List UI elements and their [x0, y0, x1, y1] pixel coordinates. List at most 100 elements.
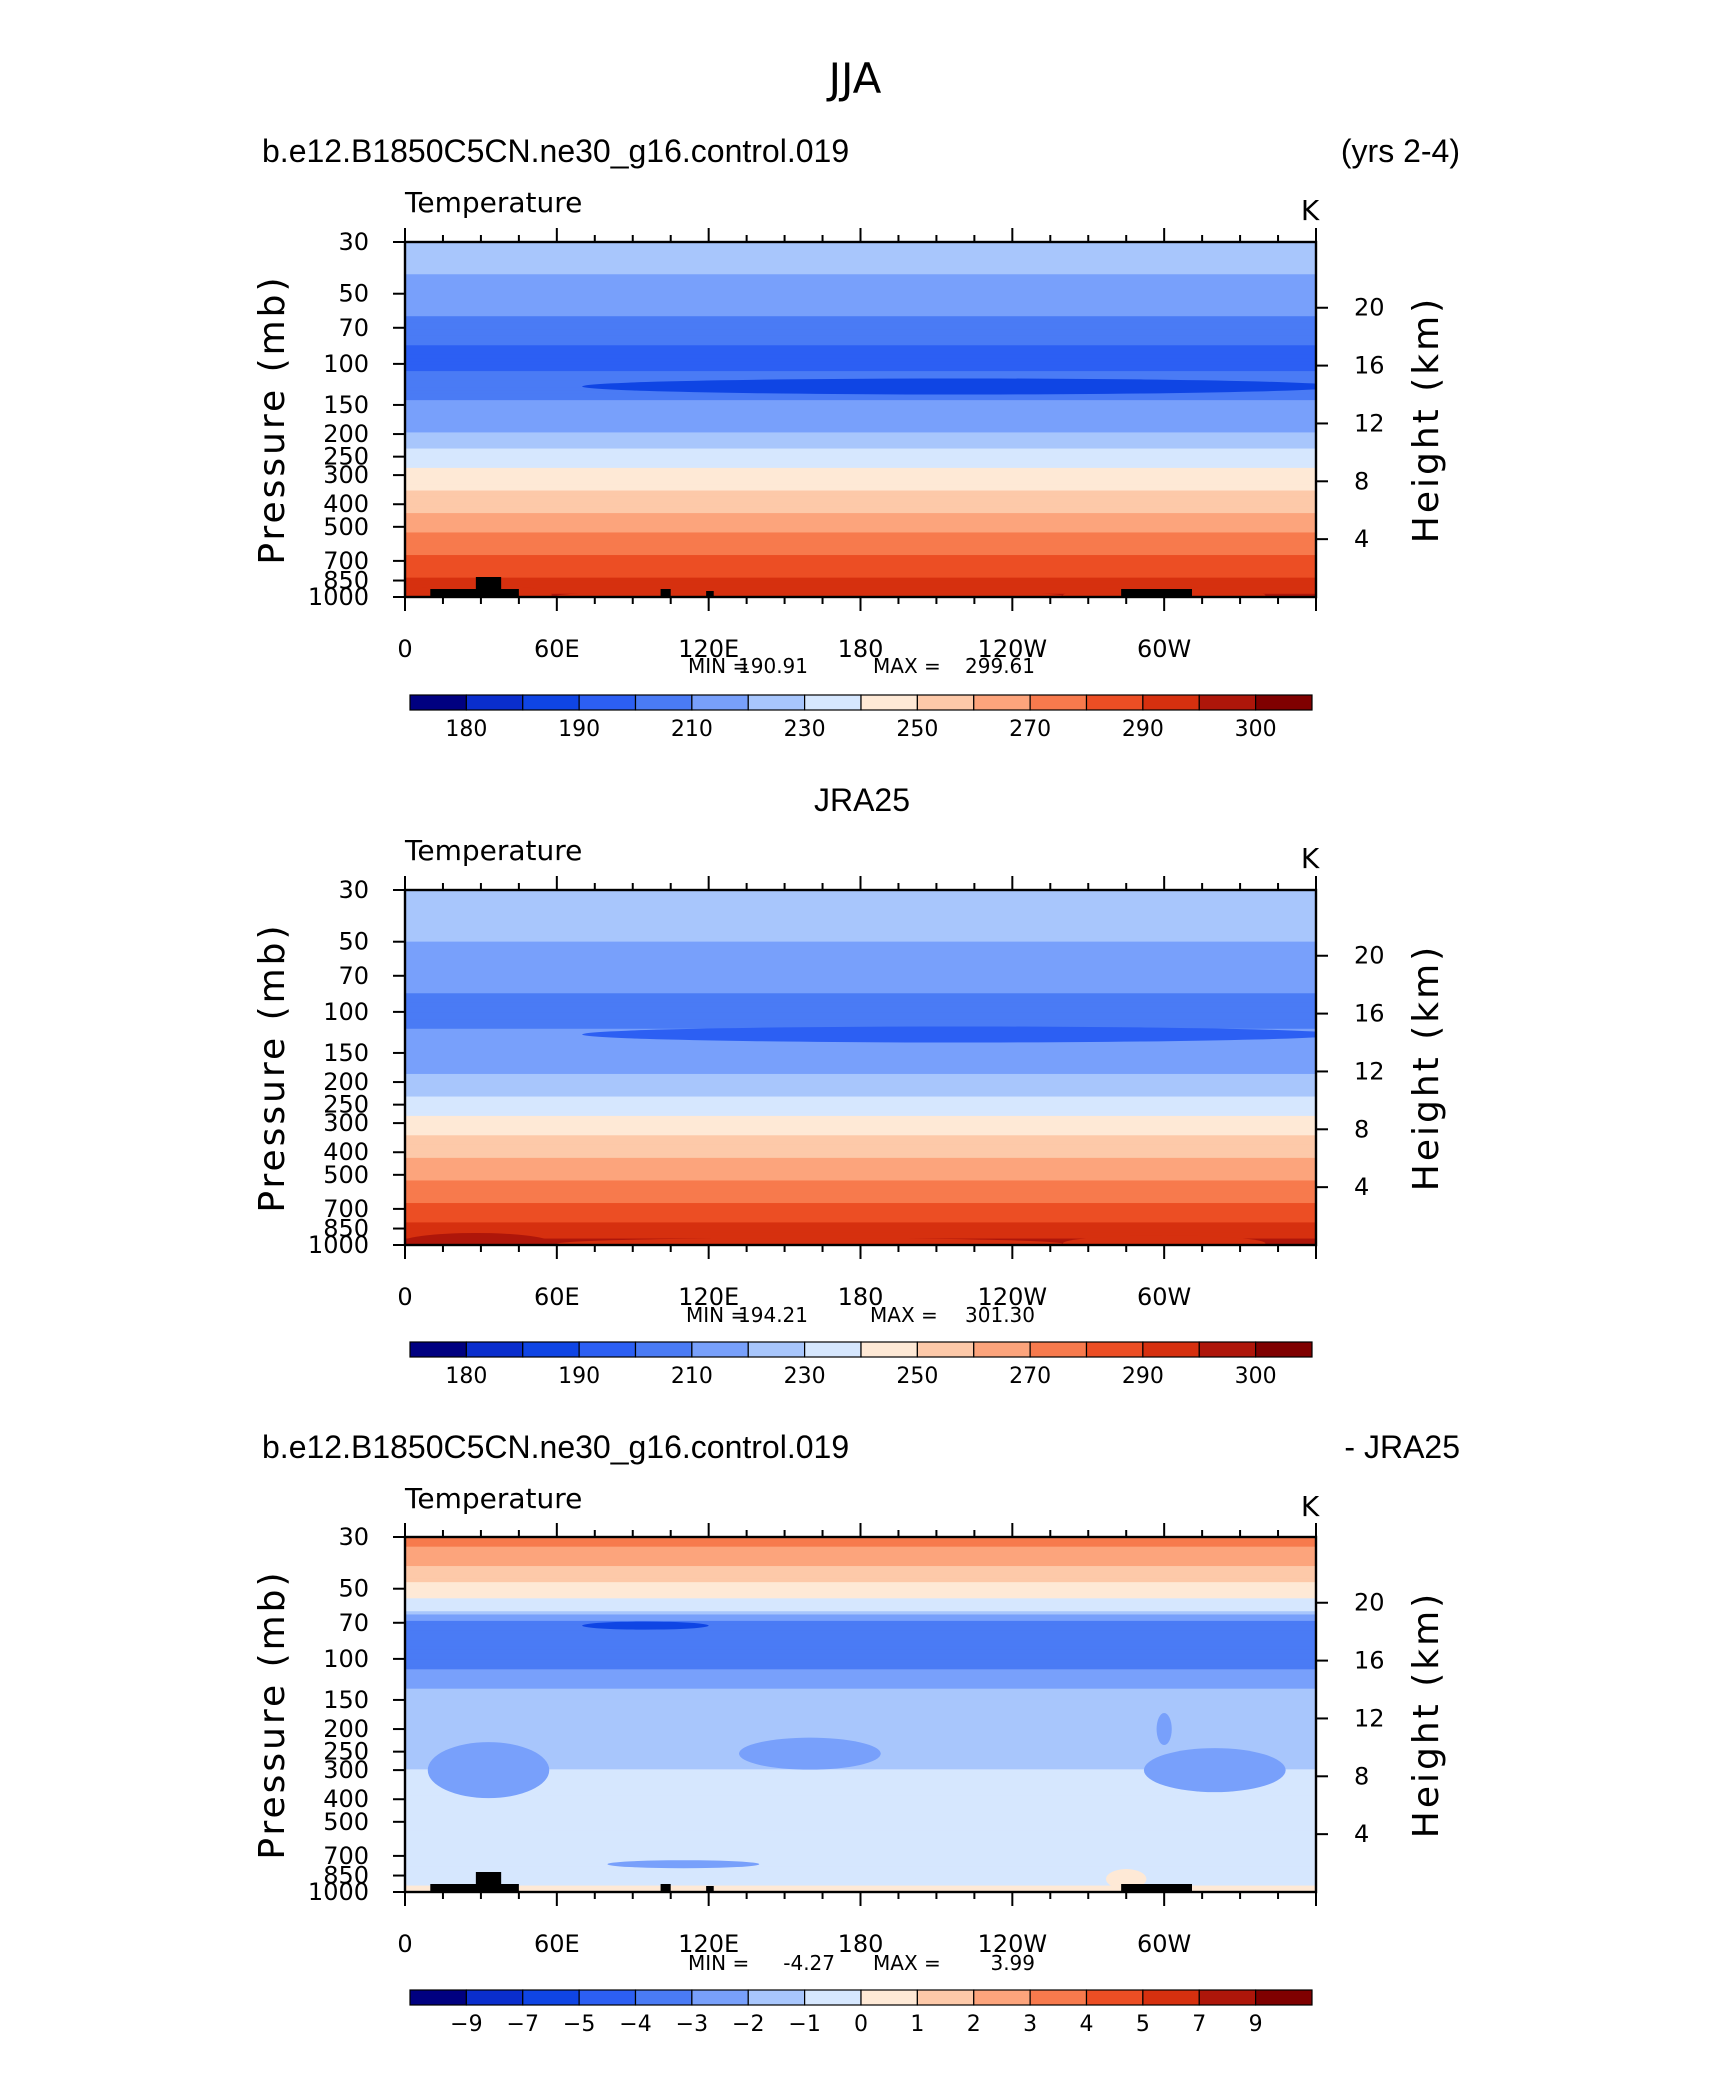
contour-band: [405, 1701, 1316, 1706]
colorbar: 180 190 210 230 250 270 290 300: [409, 1341, 1313, 1389]
height-tick-label: 8: [1354, 1115, 1369, 1143]
topography-mask: [1121, 589, 1193, 597]
contour-band: [405, 1727, 1316, 1732]
contour-band: [405, 1856, 1316, 1861]
contour-band: [405, 1627, 1316, 1632]
contour-band: [405, 1144, 1316, 1149]
x-tick-label: 0: [397, 1283, 412, 1311]
contour-band: [405, 1775, 1316, 1780]
contour-band: [405, 480, 1316, 485]
contour-band: [405, 922, 1316, 927]
contour-band: [405, 1646, 1316, 1651]
contour-band: [405, 251, 1316, 256]
colorbar-swatch: [691, 1989, 749, 2006]
contour-band: [405, 316, 1316, 321]
contour-band: [405, 999, 1316, 1004]
contour-band: [405, 1788, 1316, 1793]
contour-band: [405, 1041, 1316, 1046]
contour-band: [405, 264, 1316, 269]
contour-band: [405, 1824, 1316, 1829]
contour-feature: [739, 1737, 881, 1770]
contour-band: [405, 1669, 1316, 1674]
contour-band: [405, 1119, 1316, 1124]
colorbar-swatch: [747, 694, 806, 711]
contour-band: [405, 516, 1316, 521]
min-value: 190.91: [738, 654, 808, 678]
contour-band: [405, 1135, 1316, 1140]
max-label: MAX =: [873, 654, 941, 678]
contour-band: [405, 506, 1316, 511]
contour-band: [405, 1083, 1316, 1088]
contour-band: [405, 1077, 1316, 1082]
contour-band: [405, 925, 1316, 930]
contour-feature: [1143, 1748, 1286, 1793]
height-tick-label: 12: [1354, 1704, 1385, 1732]
contour-band: [405, 254, 1316, 259]
contour-band: [405, 1791, 1316, 1796]
contour-band: [405, 1591, 1316, 1596]
contour-band: [405, 1772, 1316, 1777]
contour-band: [405, 258, 1316, 263]
y-tick-label: 100: [323, 1645, 369, 1673]
contour-band: [405, 461, 1316, 466]
contour-band: [405, 1769, 1316, 1774]
contour-band: [405, 1685, 1316, 1690]
colorbar-label: −4: [619, 2012, 651, 2037]
x-tick-label: 60W: [1137, 635, 1191, 663]
contour-band: [405, 1575, 1316, 1580]
contour-band: [405, 354, 1316, 359]
contour-band: [405, 1054, 1316, 1059]
contour-band: [405, 309, 1316, 314]
colorbar-swatch: [916, 694, 975, 711]
contour-band: [405, 300, 1316, 305]
contour-band: [405, 277, 1316, 282]
x-tick-label: 60E: [534, 635, 580, 663]
contour-band: [405, 1103, 1316, 1108]
contour-feature: [405, 1232, 552, 1245]
contour-band: [405, 1015, 1316, 1020]
contour-band: [405, 296, 1316, 301]
x-tick-label: 0: [397, 1930, 412, 1958]
contour-band: [405, 358, 1316, 363]
contour-band: [405, 1096, 1316, 1101]
contour-band: [405, 944, 1316, 949]
colorbar-swatch: [691, 694, 749, 711]
contour-band: [405, 1649, 1316, 1654]
contour-feature: [675, 1820, 818, 1831]
colorbar-swatch: [578, 694, 637, 711]
y-tick-label: 250: [323, 1738, 369, 1766]
contour-band: [405, 435, 1316, 440]
colorbar-swatch: [804, 1341, 862, 1358]
contour-band: [405, 322, 1316, 327]
contour-band: [405, 1073, 1316, 1078]
topography-mask: [1121, 1884, 1193, 1892]
contour-band: [405, 1801, 1316, 1806]
contour-band: [405, 1562, 1316, 1567]
contour-band: [405, 1141, 1316, 1146]
colorbar-label: −2: [732, 2012, 764, 2037]
contour-band: [405, 1228, 1316, 1233]
contour-band: [405, 551, 1316, 556]
contour-band: [405, 1193, 1316, 1198]
units-label: K: [1301, 1490, 1320, 1523]
height-tick-label: 16: [1354, 1000, 1385, 1028]
contour-band: [405, 587, 1316, 592]
contour-band: [405, 319, 1316, 324]
contour-band: [405, 1624, 1316, 1629]
topography-mask: [660, 1884, 671, 1892]
colorbar-swatch: [522, 1989, 580, 2006]
y-tick-label: 100: [323, 350, 369, 378]
colorbar-swatch: [634, 1341, 693, 1358]
contour-band: [405, 1804, 1316, 1809]
contour-band: [405, 303, 1316, 308]
contour-band: [405, 973, 1316, 978]
topography-mask: [430, 589, 519, 597]
colorbar-swatch: [522, 1341, 580, 1358]
contour-band: [405, 1019, 1316, 1024]
contour-band: [405, 1640, 1316, 1645]
colorbar-label: 290: [1122, 1364, 1164, 1389]
contour-band: [405, 1691, 1316, 1696]
colorbar-label: 190: [558, 1364, 600, 1389]
min-value: -4.27: [783, 1951, 835, 1975]
topography-mask: [706, 1886, 714, 1892]
